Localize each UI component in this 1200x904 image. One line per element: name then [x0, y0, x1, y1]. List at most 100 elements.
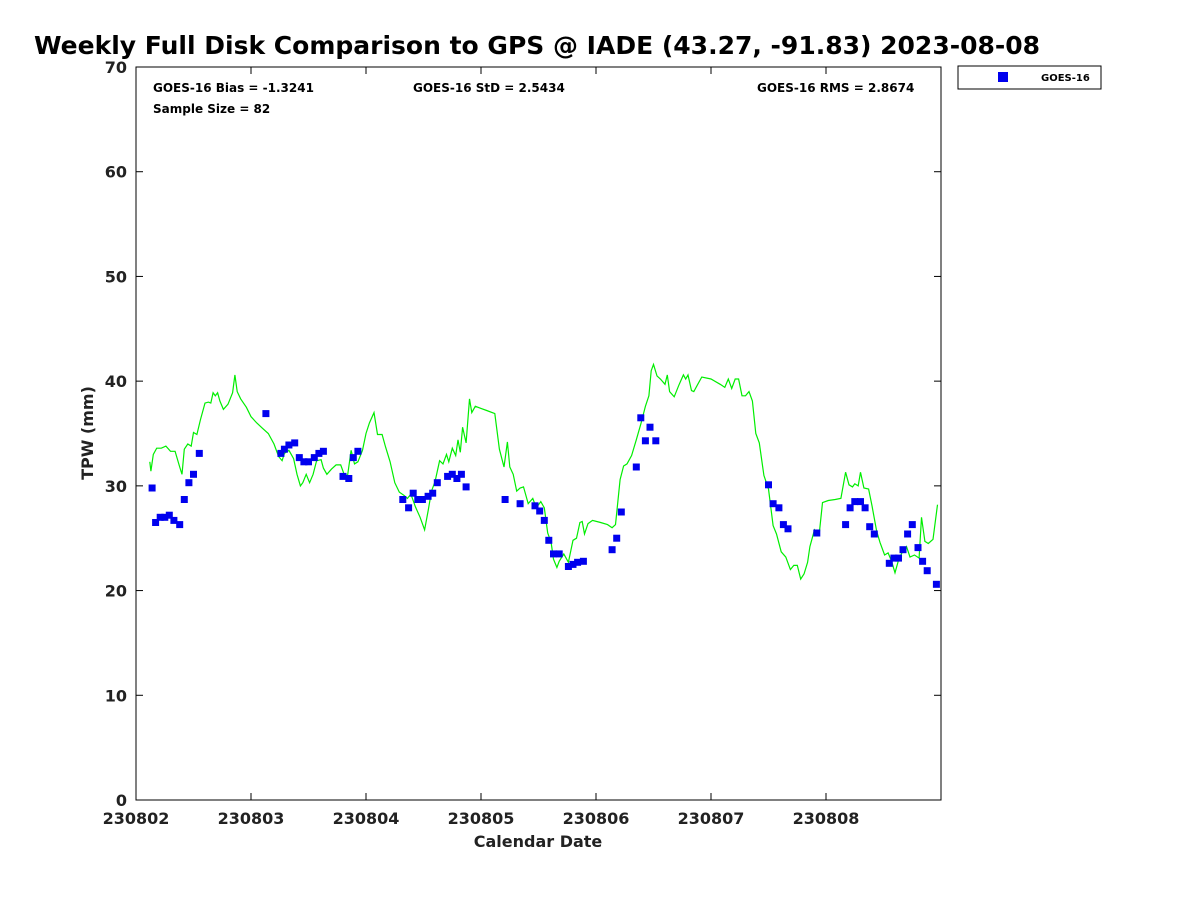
goes16-data-point: [424, 492, 432, 500]
goes16-data-point: [319, 447, 327, 455]
goes16-data-point: [908, 521, 916, 529]
goes16-data-point: [765, 481, 772, 489]
goes16-data-point: [531, 502, 539, 510]
goes16-data-point: [895, 554, 902, 562]
goes16-data-point: [165, 511, 173, 519]
goes16-data-point: [932, 580, 940, 588]
goes16-data-point: [569, 560, 577, 568]
x-axis: 230802 230803 230804 230805 230806 230807 2308…: [103, 67, 860, 828]
y-tick-label: 0: [116, 791, 127, 810]
x-axis-label: Calendar Date: [474, 832, 603, 851]
goes16-data-point: [310, 454, 318, 462]
goes16-data-point: [295, 454, 303, 462]
goes16-data-point: [769, 500, 777, 508]
plot-area: [135, 66, 942, 801]
y-tick-label: 10: [105, 686, 127, 705]
goes16-data-point: [448, 470, 456, 478]
rms-stat: GOES-16 RMS = 2.8674: [757, 81, 914, 95]
goes16-data-point: [185, 479, 193, 487]
goes16-data-point: [156, 513, 164, 521]
x-tick-label: 230802: [103, 809, 170, 828]
goes16-data-point: [540, 516, 548, 524]
goes16-data-point: [405, 504, 413, 512]
goes16-data-point: [180, 496, 188, 503]
goes16-data-point: [564, 563, 572, 570]
goes16-data-point: [608, 546, 616, 554]
y-tick-label: 40: [105, 372, 127, 391]
goes16-data-point: [152, 519, 160, 526]
goes16-data-point: [190, 470, 197, 478]
goes16-data-point: [617, 508, 625, 516]
goes16-data-point: [652, 437, 660, 445]
y-tick-label: 20: [105, 582, 127, 601]
goes16-data-point: [842, 521, 850, 529]
x-tick-label: 230808: [793, 809, 860, 828]
goes16-data-point: [885, 559, 893, 567]
goes16-data-point: [923, 567, 931, 575]
sample-size-stat: Sample Size = 82: [153, 102, 270, 116]
goes16-data-point: [429, 489, 437, 497]
goes16-data-point: [354, 447, 362, 455]
x-tick-label: 230805: [448, 809, 515, 828]
goes16-data-point: [305, 458, 312, 466]
goes16-data-point: [779, 521, 787, 529]
goes16-data-point: [846, 504, 854, 512]
goes16-data-point: [291, 439, 299, 447]
goes16-data-point: [315, 449, 323, 457]
goes16-data-point: [637, 414, 645, 422]
goes16-data-point: [349, 454, 357, 462]
goes16-data-point: [641, 437, 649, 445]
goes16-data-point: [399, 496, 407, 503]
goes16-data-point: [300, 458, 308, 466]
goes16-data-point: [851, 498, 859, 506]
goes16-data-point: [345, 475, 353, 482]
goes16-data-point: [545, 536, 553, 544]
goes16-data-point: [409, 489, 417, 497]
goes16-data-point: [195, 449, 203, 457]
std-stat: GOES-16 StD = 2.5434: [413, 81, 565, 95]
y-tick-label: 60: [105, 163, 127, 182]
goes16-data-point: [904, 530, 912, 538]
goes16-data-point: [775, 504, 783, 512]
x-tick-label: 230806: [563, 809, 630, 828]
y-tick-label: 70: [105, 58, 127, 77]
goes16-data-point: [899, 546, 907, 554]
legend-marker-goes16: [998, 72, 1008, 82]
goes16-data-point: [555, 550, 563, 558]
goes16-data-point: [453, 475, 461, 482]
goes16-data-point: [890, 554, 898, 562]
legend: GOES-16: [957, 65, 1102, 90]
goes16-data-point: [632, 463, 640, 471]
goes16-data-point: [501, 496, 509, 503]
goes16-data-point: [170, 516, 178, 524]
goes16-data-point: [418, 496, 426, 503]
series-layer: [148, 362, 940, 588]
goes16-data-point: [277, 449, 285, 457]
goes16-data-point: [866, 523, 874, 531]
goes16-data-point: [574, 558, 582, 566]
goes16-data-point: [613, 534, 621, 542]
goes16-data-point: [516, 500, 524, 508]
x-tick-label: 230807: [678, 809, 745, 828]
y-axis-label: TPW (mm): [78, 386, 97, 480]
goes16-data-point: [784, 525, 792, 533]
chart-title: Weekly Full Disk Comparison to GPS @ IAD…: [34, 31, 1040, 60]
goes16-data-point: [550, 550, 557, 558]
goes16-data-point: [462, 483, 470, 491]
goes16-data-point: [148, 484, 156, 492]
y-axis: 0 10 20 30 40 50 60 70: [105, 58, 941, 810]
y-tick-label: 30: [105, 477, 127, 496]
goes16-data-point: [285, 441, 293, 449]
bias-stat: GOES-16 Bias = -1.3241: [153, 81, 314, 95]
goes16-data-point: [579, 557, 587, 565]
goes16-data-point: [262, 410, 270, 418]
goes16-data-point: [646, 423, 654, 431]
y-tick-label: 50: [105, 267, 127, 286]
x-tick-label: 230803: [218, 809, 285, 828]
goes16-data-point: [444, 472, 452, 480]
goes16-data-point: [414, 496, 422, 503]
legend-label-goes16: GOES-16: [1041, 73, 1090, 84]
goes16-data-point: [280, 445, 288, 453]
